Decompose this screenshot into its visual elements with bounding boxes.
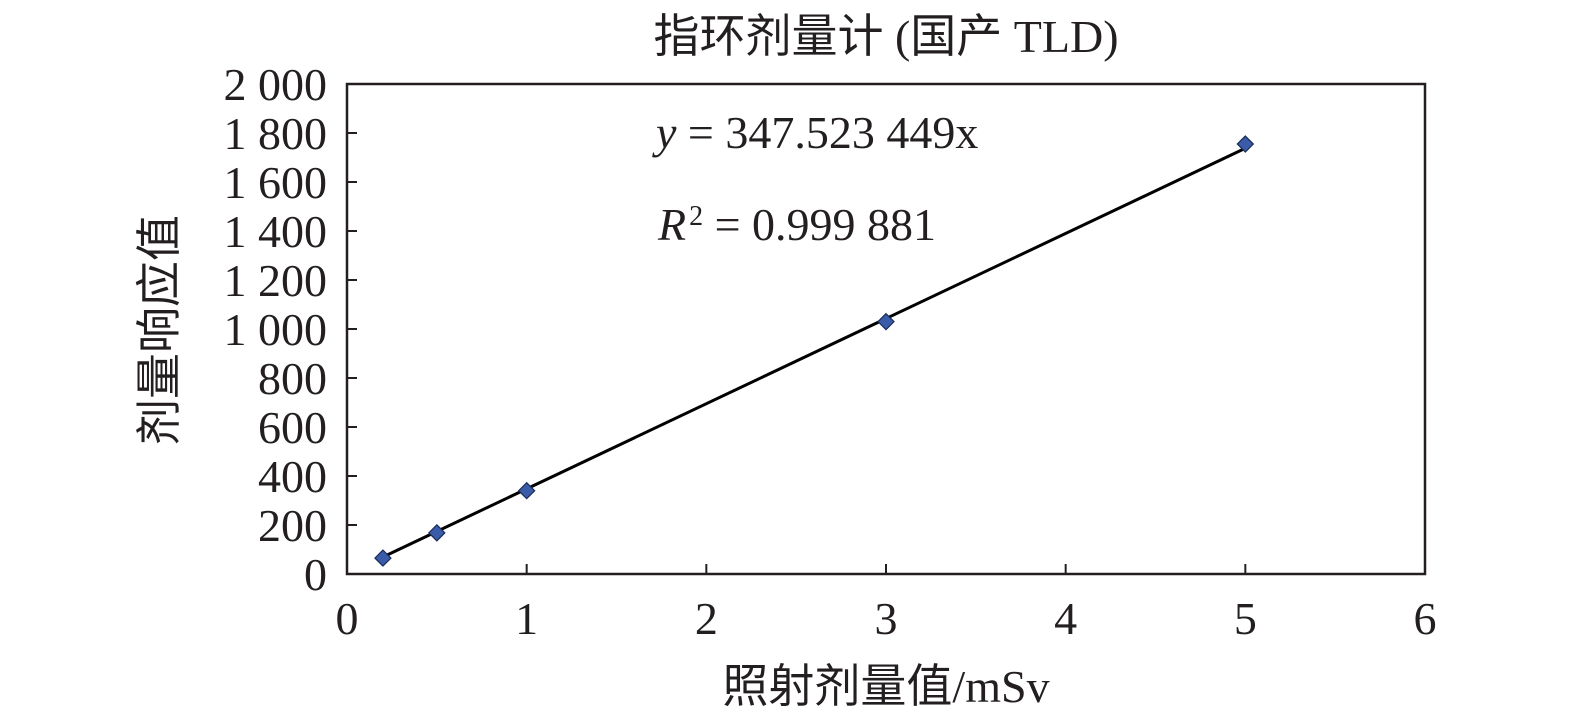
x-tick-label: 6 (1414, 593, 1437, 644)
title-group: 指环剂量计 (国产 TLD) (653, 11, 1118, 62)
y-tick-label: 1 800 (224, 108, 328, 159)
y-tick-label: 1 200 (224, 255, 328, 306)
y-tick-label: 200 (258, 500, 327, 551)
x-axis-ticks: 0 1 2 3 4 5 6 (336, 564, 1437, 644)
y-tick-label: 1 400 (224, 206, 328, 257)
y-tick-label: 1 000 (224, 304, 328, 355)
x-tick-label: 5 (1234, 593, 1257, 644)
x-tick-label: 3 (875, 593, 898, 644)
x-tick-label: 2 (695, 593, 718, 644)
y-axis-label: 剂量响应值 (134, 215, 185, 445)
x-tick-label: 1 (515, 593, 538, 644)
chart-title: 指环剂量计 (国产 TLD) (653, 11, 1118, 62)
equation-variable: y (652, 107, 677, 158)
y-tick-label: 800 (258, 353, 327, 404)
regression-equation: y = 347.523 449x (652, 107, 978, 158)
y-tick-label: 2 000 (224, 59, 328, 110)
x-axis-label: 照射剂量值/mSv (722, 661, 1049, 712)
x-tick-label: 4 (1054, 593, 1077, 644)
y-tick-label: 0 (304, 549, 327, 600)
r-squared-exponent: 2 (689, 201, 703, 232)
x-tick-label: 0 (336, 593, 359, 644)
y-tick-label: 1 600 (224, 157, 328, 208)
y-axis-label-group: 剂量响应值 (134, 215, 185, 445)
r-squared-variable: R (657, 199, 686, 250)
r-squared-value: = 0.999 881 (703, 199, 936, 250)
y-tick-label: 400 (258, 451, 327, 502)
data-point (375, 550, 391, 566)
equation-value: = 347.523 449x (676, 107, 978, 158)
y-tick-label: 600 (258, 402, 327, 453)
equation-annotation: y = 347.523 449x (652, 107, 978, 158)
